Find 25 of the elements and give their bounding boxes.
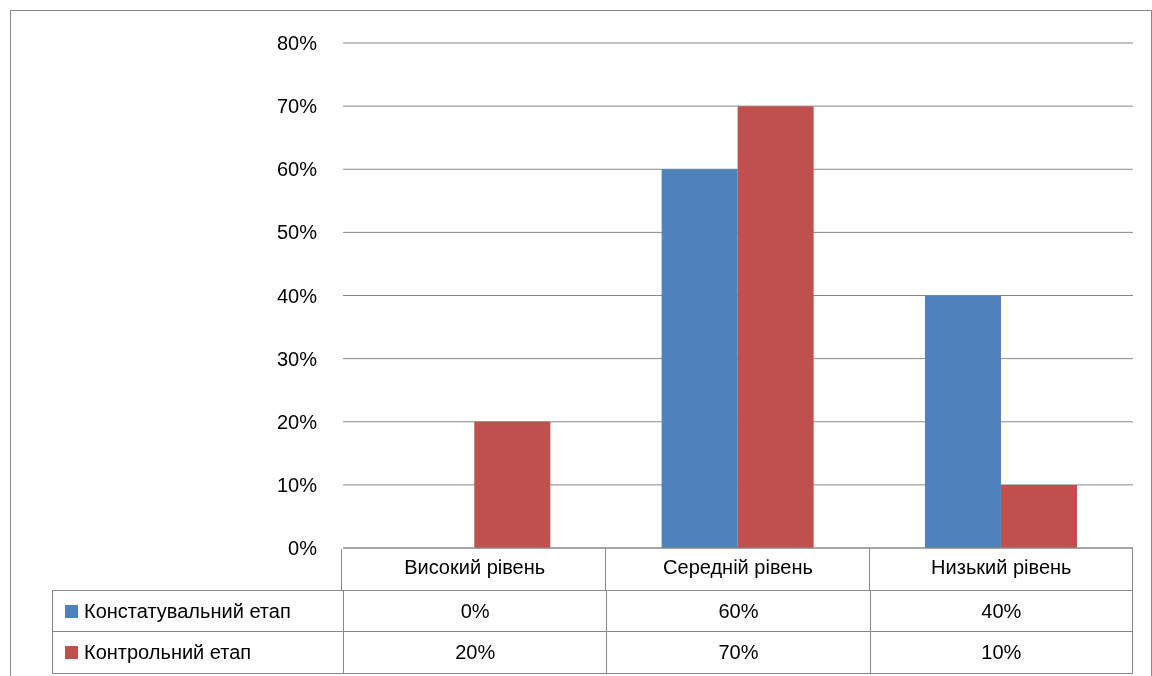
data-label: 70% xyxy=(606,632,870,674)
data-label: 0% xyxy=(343,590,607,632)
legend-label: Контрольний етап xyxy=(84,641,252,664)
legend-label: Констатувальний етап xyxy=(84,599,291,623)
data-label: 60% xyxy=(606,590,870,632)
y-tick-label: 20% xyxy=(276,410,318,433)
y-tick-label: 60% xyxy=(276,158,318,181)
data-label: 40% xyxy=(869,590,1133,632)
y-tick-label: 70% xyxy=(276,95,318,118)
x-tick-label: Середній рівень xyxy=(663,556,813,579)
x-tick-label: Високий рівень xyxy=(404,556,546,579)
y-tick-label: 0% xyxy=(288,537,318,560)
y-tick-label: 10% xyxy=(276,473,318,496)
y-tick-label: 80% xyxy=(276,32,318,55)
data-label: 20% xyxy=(343,632,607,674)
bar xyxy=(661,169,738,548)
bar xyxy=(1000,484,1077,548)
y-tick-label: 40% xyxy=(276,284,318,307)
bar xyxy=(474,421,551,548)
bar xyxy=(737,106,814,548)
bar xyxy=(924,295,1001,548)
x-tick-label: Низький рівень xyxy=(931,556,1072,579)
data-label: 10% xyxy=(869,632,1133,674)
y-tick-label: 30% xyxy=(276,347,318,370)
y-tick-label: 50% xyxy=(276,221,318,244)
